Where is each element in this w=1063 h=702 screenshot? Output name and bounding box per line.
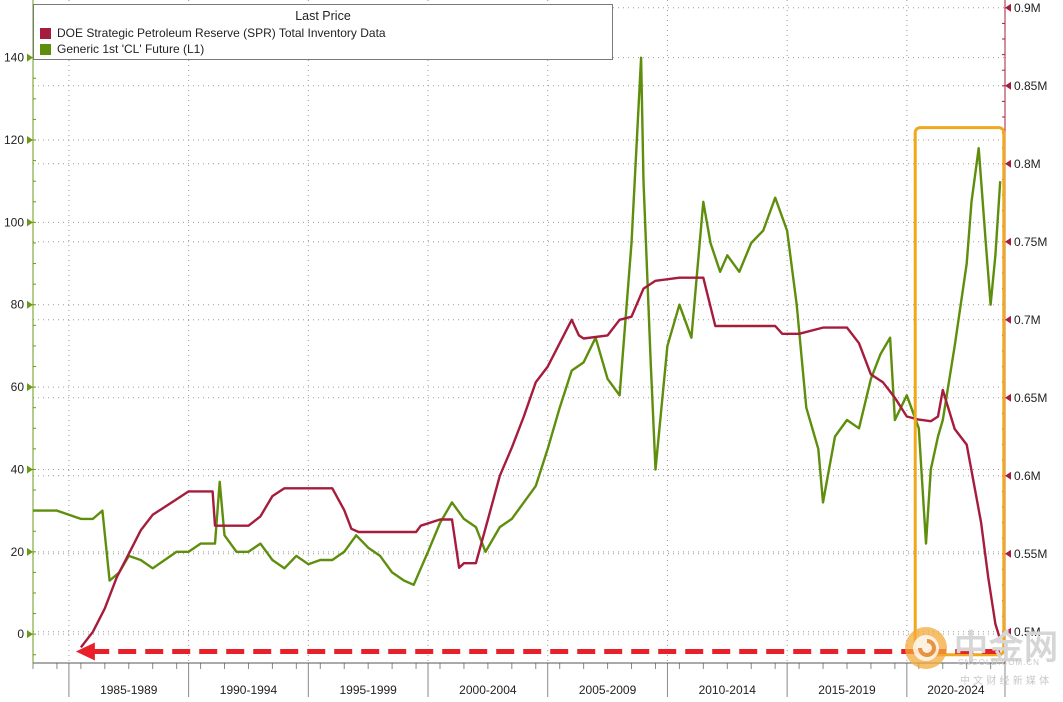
legend-label-oil: Generic 1st 'CL' Future (L1)	[57, 42, 205, 56]
y-left-tick-label: 80	[11, 298, 25, 312]
y-left-tick-marker	[27, 300, 33, 309]
x-tick-label: 2020-2024	[927, 683, 985, 697]
x-tick-label: 2010-2014	[699, 683, 757, 697]
x-tick-label: 1985-1989	[100, 683, 158, 697]
arrow-head	[75, 642, 95, 661]
y-right-tick-marker	[1005, 3, 1011, 12]
y-left-tick-label: 60	[11, 380, 25, 394]
x-tick-label: 2015-2019	[818, 683, 876, 697]
y-left-tick-marker	[27, 383, 33, 392]
legend-swatch-oil	[40, 43, 51, 55]
y-left-tick-label: 40	[11, 462, 25, 476]
x-tick-label: 1990-1994	[220, 683, 278, 697]
y-right-tick-label: 0.6M	[1014, 469, 1041, 483]
legend-item-spr: DOE Strategic Petroleum Reserve (SPR) To…	[40, 26, 386, 40]
oil-price-line	[33, 56, 1002, 586]
y-left-tick-marker	[27, 53, 33, 62]
y-right-tick-label: 0.7M	[1014, 313, 1041, 327]
y-left-tick-label: 120	[4, 133, 24, 147]
y-right-tick-label: 0.5M	[1014, 625, 1041, 639]
y-right-tick-marker	[1005, 315, 1011, 324]
y-left-tick-label: 20	[11, 545, 25, 559]
y-right-tick-marker	[1005, 237, 1011, 246]
highlight-box	[913, 126, 1006, 657]
y-right-tick-label: 0.55M	[1014, 547, 1047, 561]
y-right-tick-label: 0.9M	[1014, 1, 1041, 15]
y-right-tick-marker	[1005, 81, 1011, 90]
y-right-tick-label: 0.8M	[1014, 157, 1041, 171]
legend: Last Price DOE Strategic Petroleum Reser…	[33, 4, 613, 60]
watermark-url: CNGOLD.COM.CN	[958, 658, 1040, 667]
y-right-tick-marker	[1005, 393, 1011, 402]
y-left-tick-marker	[27, 465, 33, 474]
x-tick-label: 1995-1999	[339, 683, 397, 697]
y-left-tick-marker	[27, 547, 33, 556]
y-right-tick-marker	[1005, 627, 1011, 636]
y-right-tick-marker	[1005, 549, 1011, 558]
watermark-sub: 中 文 财 经 新 媒 体	[960, 676, 1050, 687]
spr-inventory-line	[79, 276, 1002, 649]
y-left-tick-label: 100	[4, 215, 24, 229]
y-right-tick-marker	[1005, 471, 1011, 480]
chart-title: Last Price	[295, 9, 351, 23]
y-left-tick-label: 140	[4, 51, 24, 65]
y-left-tick-marker	[27, 630, 33, 639]
y-right-tick-label: 0.75M	[1014, 235, 1047, 249]
y-left-tick-label: 0	[17, 627, 24, 641]
y-right-tick-label: 0.65M	[1014, 391, 1047, 405]
y-left-tick-marker	[27, 136, 33, 145]
y-right-tick-label: 0.85M	[1014, 79, 1047, 93]
legend-label-spr: DOE Strategic Petroleum Reserve (SPR) To…	[57, 26, 386, 40]
watermark-brand: 中金网	[954, 628, 1059, 668]
x-tick-label: 2005-2009	[579, 683, 637, 697]
watermark: 中金网 中 文 财 经 新 媒 体 CNGOLD.COM.CN	[900, 618, 1060, 694]
legend-item-oil: Generic 1st 'CL' Future (L1)	[40, 42, 204, 56]
coin-logo-icon	[905, 627, 947, 669]
y-right-tick-marker	[1005, 159, 1011, 168]
x-tick-label: 2000-2004	[459, 683, 517, 697]
y-left-tick-marker	[27, 218, 33, 227]
legend-swatch-spr	[40, 27, 51, 39]
